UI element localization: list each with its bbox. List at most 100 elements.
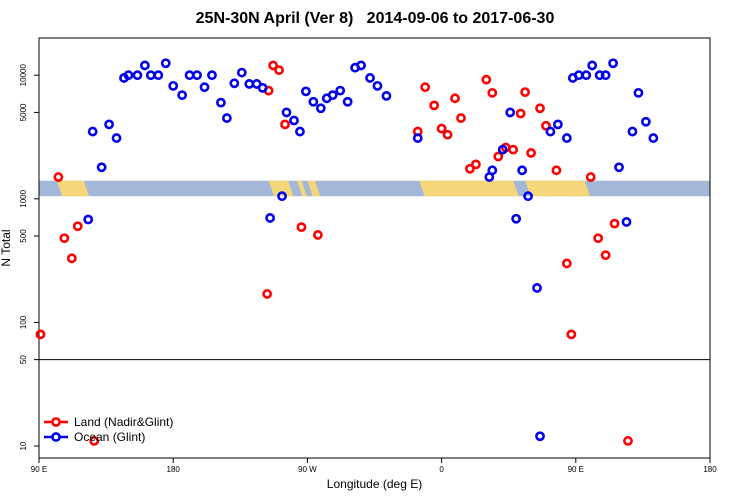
land-point	[465, 163, 475, 174]
x-tick-label: 90 E	[31, 465, 47, 474]
land-point	[541, 120, 551, 131]
ocean-point	[168, 80, 179, 91]
land-point	[274, 65, 284, 75]
land-point	[436, 123, 447, 134]
land-point	[262, 289, 273, 299]
ocean-point	[177, 90, 188, 101]
ocean-point	[545, 126, 556, 137]
ocean-point	[511, 213, 522, 224]
ocean-point	[289, 115, 299, 126]
land-point	[508, 144, 519, 155]
land-point	[593, 233, 604, 244]
ocean-point	[535, 431, 545, 442]
ocean-point	[581, 70, 592, 81]
land-point	[609, 218, 620, 229]
ocean-point	[608, 58, 618, 69]
land-point	[456, 113, 466, 123]
land-point	[551, 165, 562, 176]
land-point	[535, 103, 545, 114]
land-segment	[296, 180, 307, 197]
land-point	[89, 436, 100, 446]
x-tick-label: 90 W	[298, 465, 317, 474]
land-segment	[268, 180, 294, 197]
land-point	[296, 222, 307, 233]
ocean-point	[308, 96, 319, 107]
ocean-point	[229, 78, 240, 89]
ocean-point	[372, 80, 383, 91]
land-point	[585, 172, 596, 182]
ocean-point	[381, 91, 392, 101]
ocean-point	[145, 70, 156, 81]
ocean-legend-marker	[51, 432, 61, 442]
ocean-point	[600, 70, 611, 81]
land-point	[487, 87, 498, 98]
land-point	[515, 108, 526, 119]
x-tick-label: 90 E	[568, 465, 584, 474]
land-point	[53, 172, 64, 182]
land-point	[481, 74, 492, 85]
ocean-point	[505, 107, 516, 118]
ocean-point	[153, 70, 164, 81]
band-layer	[39, 180, 710, 197]
ocean-point	[487, 165, 498, 176]
ocean-point	[648, 133, 659, 143]
ocean-point	[123, 70, 134, 81]
ocean-point	[342, 96, 353, 107]
x-tick-label: 180	[167, 465, 181, 474]
ocean-point	[295, 126, 305, 137]
y-axis-label: N Total	[0, 229, 13, 266]
chart-title: 25N-30N April (Ver 8) 2014-09-06 to 2017…	[195, 10, 555, 27]
land-legend-marker	[51, 417, 61, 427]
y-tick-label: 10000	[19, 64, 28, 87]
ocean-point	[184, 70, 195, 81]
ocean-point	[265, 213, 276, 223]
ocean-point	[192, 70, 202, 81]
ocean-point	[517, 165, 528, 176]
ocean-point	[281, 107, 292, 118]
y-tick-label: 50	[19, 355, 28, 364]
ocean-point	[640, 116, 651, 127]
ocean-point	[561, 133, 572, 143]
axes-layer: 10 50 100 500 1000 5000 10000 90 E 180 90 W 0 90 E 1…	[0, 37, 717, 491]
ocean-point	[132, 70, 143, 81]
points-layer	[35, 58, 659, 446]
ocean-point	[160, 58, 171, 69]
ocean-point	[587, 60, 598, 71]
ocean-point	[633, 87, 644, 98]
y-tick-label: 5000	[19, 103, 28, 121]
land-point	[268, 60, 279, 71]
ocean-point	[221, 113, 232, 123]
series-land	[35, 60, 633, 446]
ocean-point	[573, 70, 584, 81]
ocean-point	[532, 283, 542, 293]
ocean-point	[356, 60, 366, 71]
ocean-point	[614, 162, 624, 173]
land-point	[623, 436, 633, 446]
ocean-point	[111, 133, 122, 143]
land-point	[600, 250, 611, 261]
legend: Land (Nadir&Glint)Ocean (Glint)	[44, 415, 173, 444]
ocean-point	[523, 191, 533, 202]
land-legend-label: Land (Nadir&Glint)	[74, 415, 173, 429]
y-tick-label: 500	[19, 229, 28, 243]
ocean-point	[365, 73, 375, 83]
land-point	[312, 230, 323, 240]
ocean-point	[207, 70, 217, 81]
land-point	[561, 258, 572, 269]
y-tick-label: 1000	[19, 189, 28, 207]
ocean-point	[497, 144, 508, 155]
ocean-band	[39, 180, 710, 197]
ocean-point	[412, 133, 423, 143]
land-point	[442, 129, 453, 140]
land-point	[450, 93, 460, 104]
ocean-point	[199, 82, 210, 93]
land-point	[566, 329, 577, 340]
ocean-point	[277, 191, 287, 202]
land-point	[72, 221, 83, 232]
ocean-point	[301, 86, 311, 97]
land-point	[420, 82, 431, 93]
land-point	[66, 253, 77, 264]
ocean-point	[87, 126, 98, 137]
ocean-point	[315, 103, 326, 114]
